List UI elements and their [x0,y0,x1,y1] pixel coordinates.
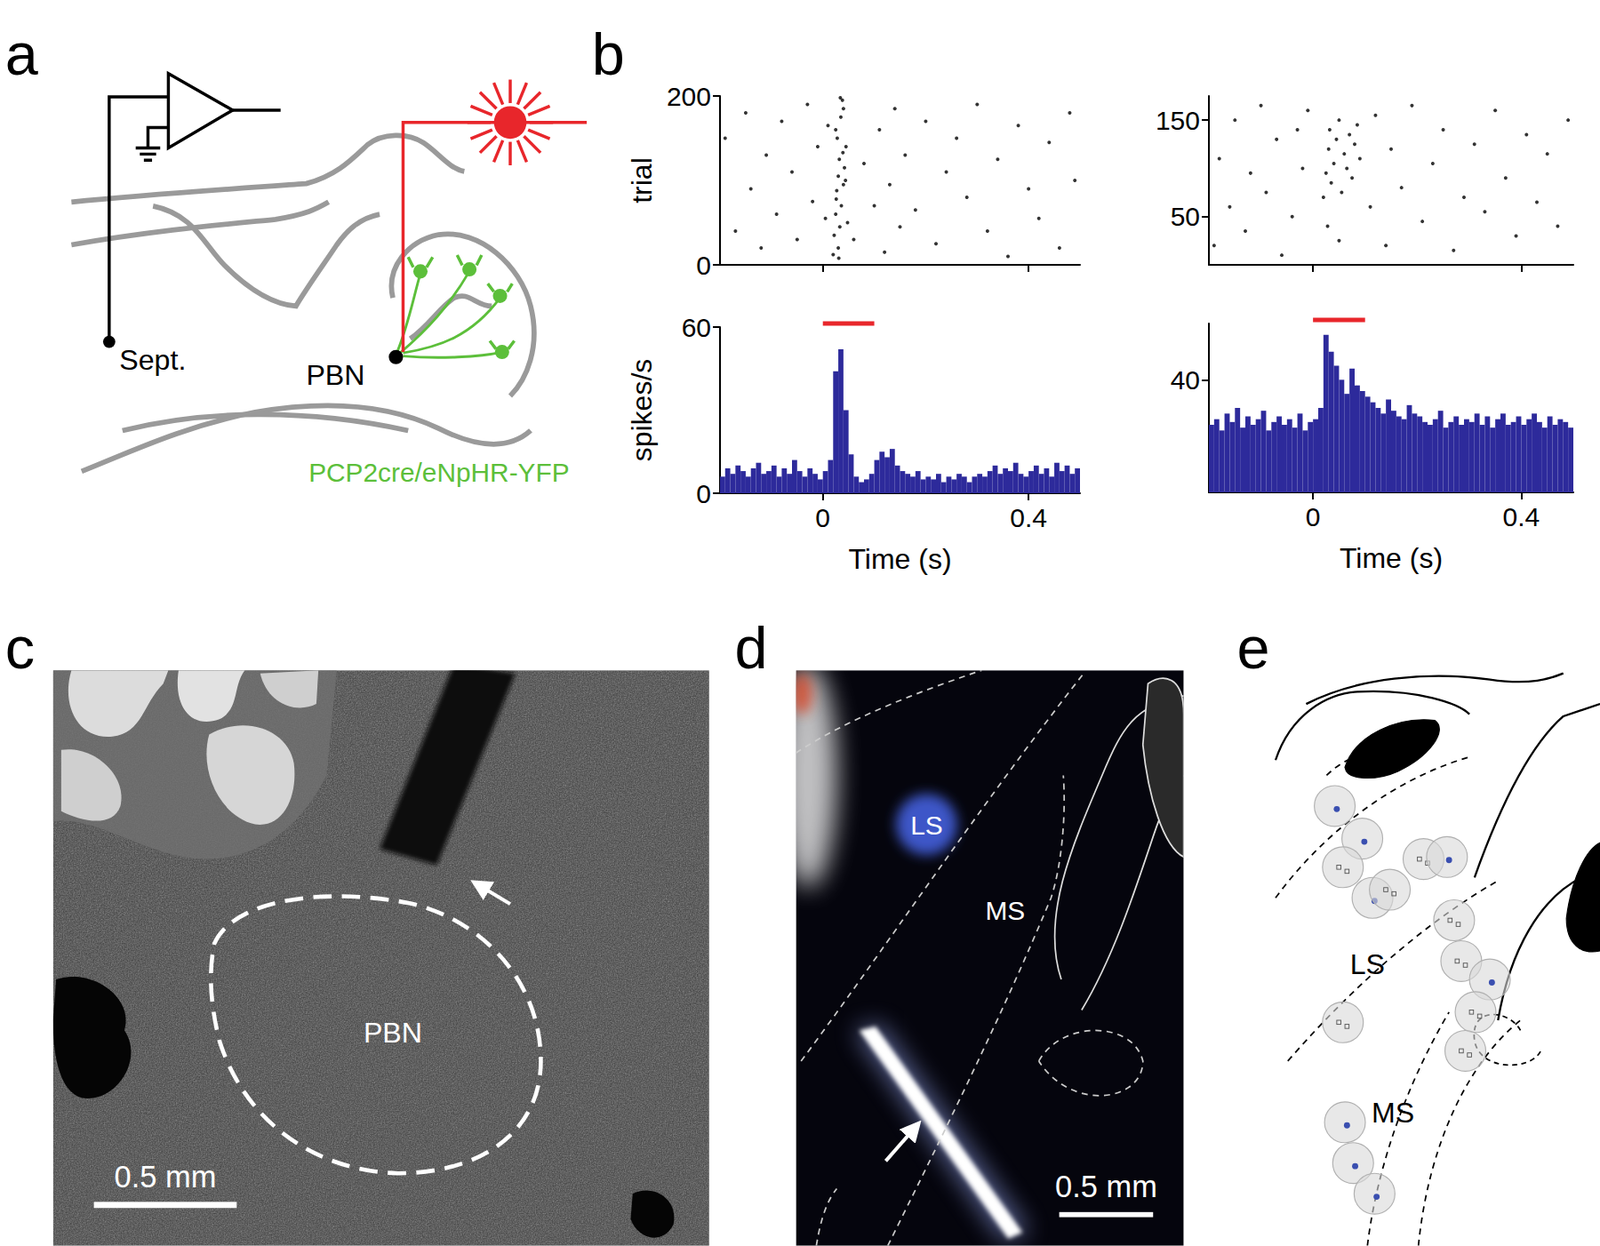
svg-text:Time (s): Time (s) [1339,542,1443,575]
svg-text:50: 50 [1170,201,1200,232]
svg-text:0.5 mm: 0.5 mm [1055,1169,1158,1204]
svg-text:Sept.: Sept. [119,344,186,376]
svg-text:e: e [1236,615,1270,681]
svg-text:spikes/s: spikes/s [625,359,658,463]
svg-text:60: 60 [681,312,712,343]
svg-text:0.5 mm: 0.5 mm [114,1160,217,1194]
svg-text:PBN: PBN [363,1016,423,1049]
svg-text:0: 0 [696,250,712,280]
svg-text:trial: trial [625,157,658,204]
svg-text:c: c [5,615,35,681]
svg-text:MS: MS [1371,1096,1415,1129]
svg-text:d: d [735,615,768,681]
svg-text:0: 0 [1305,502,1321,532]
svg-text:LS: LS [1350,948,1385,981]
svg-text:0.4: 0.4 [1009,503,1048,533]
svg-text:40: 40 [1170,365,1200,395]
svg-text:MS: MS [984,896,1025,926]
svg-text:Time (s): Time (s) [848,543,952,576]
svg-text:b: b [592,21,625,88]
svg-text:a: a [5,21,40,88]
svg-text:0: 0 [696,479,712,509]
svg-text:PCP2cre/eNpHR-YFP: PCP2cre/eNpHR-YFP [308,457,569,488]
svg-text:LS: LS [910,810,943,840]
svg-text:0.4: 0.4 [1503,502,1541,532]
svg-text:200: 200 [666,81,712,112]
svg-text:PBN: PBN [305,359,365,392]
svg-text:0: 0 [815,503,831,533]
svg-text:150: 150 [1155,105,1200,136]
